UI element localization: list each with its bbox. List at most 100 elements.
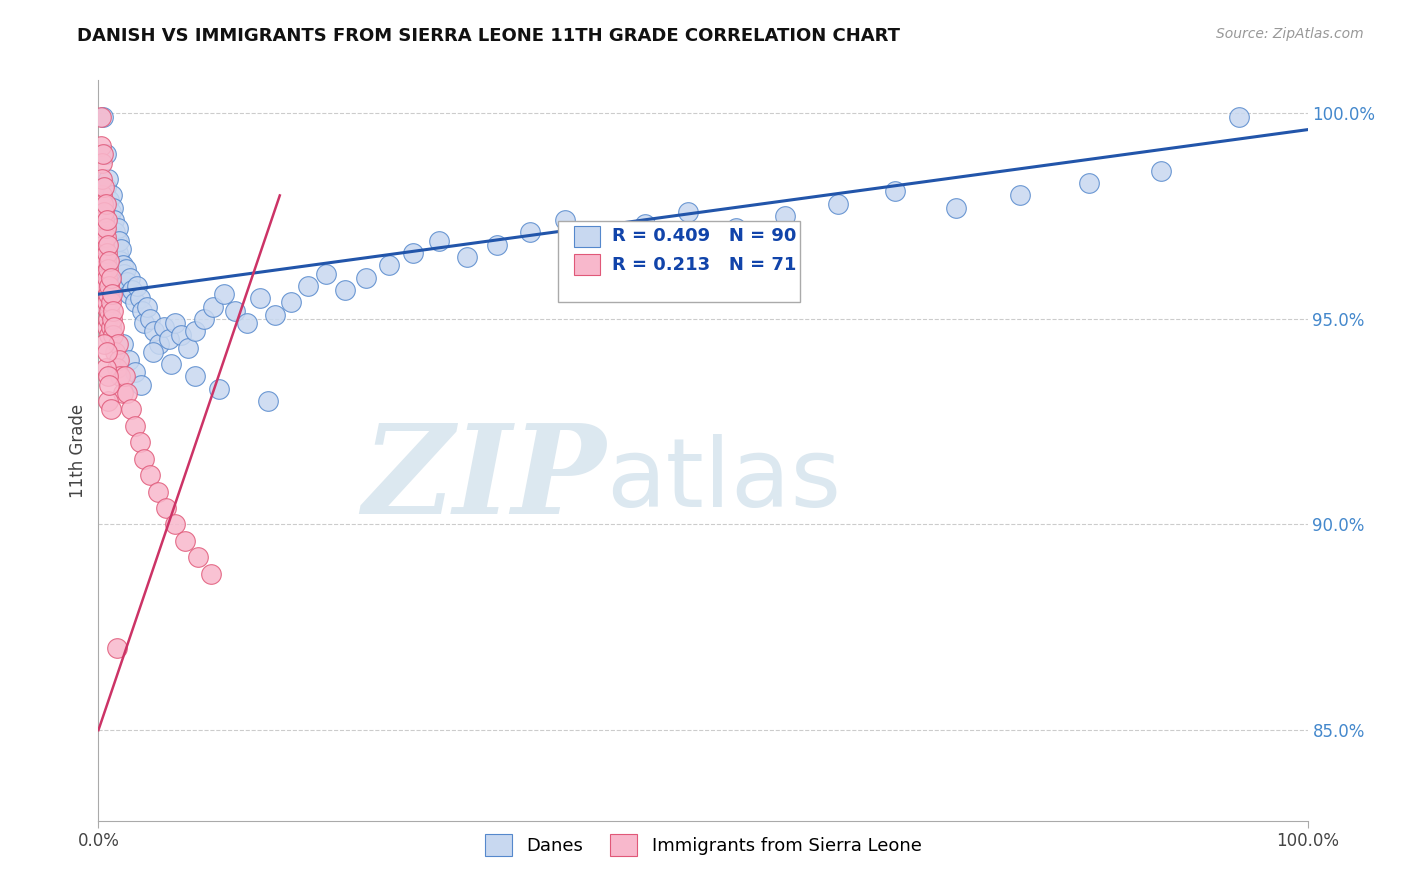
Point — [118, 287, 141, 301]
Text: R = 0.409   N = 90: R = 0.409 N = 90 — [613, 227, 797, 245]
Point — [1150, 163, 1173, 178]
Point — [193, 311, 215, 326]
Point — [101, 201, 124, 215]
Point — [187, 550, 209, 565]
Point — [97, 287, 120, 301]
Point — [554, 213, 576, 227]
Point — [139, 468, 162, 483]
Point — [98, 193, 121, 207]
Point — [98, 328, 121, 343]
Point — [945, 201, 967, 215]
Point — [333, 283, 356, 297]
Point — [111, 258, 134, 272]
Point — [678, 205, 700, 219]
Point — [104, 344, 127, 359]
Point — [101, 229, 124, 244]
Point — [93, 205, 115, 219]
Point — [93, 262, 115, 277]
Point — [100, 188, 122, 202]
Point — [94, 147, 117, 161]
Point — [97, 311, 120, 326]
Point — [91, 188, 114, 202]
Point — [105, 361, 128, 376]
Point — [256, 394, 278, 409]
Point — [354, 270, 377, 285]
Point — [97, 209, 120, 223]
Point — [117, 385, 139, 400]
Point — [114, 279, 136, 293]
Text: Source: ZipAtlas.com: Source: ZipAtlas.com — [1216, 27, 1364, 41]
Point — [402, 246, 425, 260]
Point — [773, 209, 796, 223]
Text: atlas: atlas — [606, 434, 841, 526]
Y-axis label: 11th Grade: 11th Grade — [69, 403, 87, 498]
Point — [90, 110, 112, 124]
Point — [429, 234, 451, 248]
Point — [91, 250, 114, 264]
Point — [884, 184, 907, 198]
Point — [297, 279, 319, 293]
Legend: Danes, Immigrants from Sierra Leone: Danes, Immigrants from Sierra Leone — [477, 827, 929, 863]
Point — [124, 418, 146, 433]
Point — [100, 287, 122, 301]
Point — [97, 262, 120, 277]
Point — [131, 303, 153, 318]
Point — [94, 254, 117, 268]
Point — [157, 332, 180, 346]
Text: R = 0.213   N = 71: R = 0.213 N = 71 — [613, 256, 797, 274]
Point — [97, 237, 120, 252]
Point — [100, 320, 122, 334]
Point — [93, 237, 115, 252]
Point — [827, 196, 849, 211]
Point — [104, 246, 127, 260]
Point — [114, 369, 136, 384]
Point — [117, 275, 139, 289]
FancyBboxPatch shape — [574, 254, 600, 275]
Point — [104, 226, 127, 240]
Point — [1008, 188, 1031, 202]
Point — [315, 267, 337, 281]
Point — [94, 300, 117, 314]
Point — [456, 250, 478, 264]
Point — [105, 640, 128, 655]
Point — [264, 308, 287, 322]
Point — [93, 279, 115, 293]
Point — [91, 229, 114, 244]
Point — [129, 377, 152, 392]
Point — [377, 258, 399, 272]
Point — [103, 320, 125, 334]
Point — [100, 311, 122, 326]
Point — [96, 213, 118, 227]
Point — [94, 279, 117, 293]
Point — [100, 295, 122, 310]
Point — [100, 205, 122, 219]
Point — [93, 336, 115, 351]
Point — [96, 246, 118, 260]
Point — [103, 237, 125, 252]
Point — [96, 196, 118, 211]
Point — [100, 402, 122, 417]
Point — [174, 533, 197, 548]
Point — [98, 303, 121, 318]
Point — [135, 300, 157, 314]
Point — [212, 287, 235, 301]
Point — [100, 270, 122, 285]
Text: ZIP: ZIP — [363, 419, 606, 541]
Point — [163, 316, 186, 330]
Point — [97, 172, 120, 186]
Point — [100, 217, 122, 231]
Point — [91, 147, 114, 161]
Point — [108, 234, 131, 248]
Point — [111, 336, 134, 351]
Point — [108, 270, 131, 285]
Point — [107, 336, 129, 351]
Point — [103, 213, 125, 227]
Point — [142, 344, 165, 359]
FancyBboxPatch shape — [574, 227, 600, 247]
Point — [249, 291, 271, 305]
Point — [96, 270, 118, 285]
Point — [93, 180, 115, 194]
Point — [592, 229, 614, 244]
Point — [94, 180, 117, 194]
Text: DANISH VS IMMIGRANTS FROM SIERRA LEONE 11TH GRADE CORRELATION CHART: DANISH VS IMMIGRANTS FROM SIERRA LEONE 1… — [77, 27, 900, 45]
